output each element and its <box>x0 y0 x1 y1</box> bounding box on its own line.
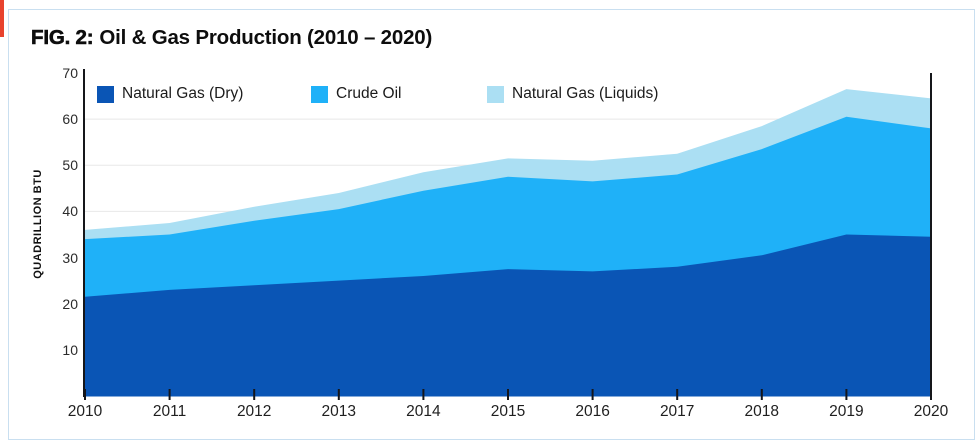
red-accent-bar <box>0 0 4 37</box>
figure-title: FIG. 2: Oil & Gas Production (2010 – 2020… <box>31 26 433 50</box>
figure-card: FIG. 2: Oil & Gas Production (2010 – 2020… <box>8 9 975 440</box>
figure-label: FIG. 2: <box>31 26 94 50</box>
figure-name: Oil & Gas Production (2010 – 2020) <box>99 26 433 49</box>
